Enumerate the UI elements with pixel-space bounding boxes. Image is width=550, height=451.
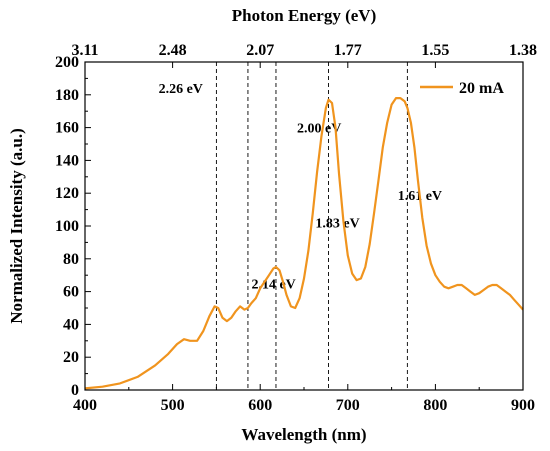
y-tick-label: 100 — [55, 218, 79, 235]
x-tick-label: 400 — [73, 397, 97, 414]
y-tick-label: 200 — [55, 54, 79, 71]
top-tick-label: 1.77 — [334, 42, 362, 59]
legend-label: 20 mA — [459, 80, 504, 97]
peak-annotation: 1.83 eV — [315, 217, 359, 232]
top-tick-label: 1.55 — [421, 42, 449, 59]
peak-annotation: 2.14 eV — [251, 277, 295, 292]
y-tick-label: 60 — [63, 284, 79, 301]
y-axis-title: Normalized Intensity (a.u.) — [7, 128, 26, 323]
top-tick-label: 1.38 — [509, 42, 537, 59]
peak-annotation: 2.26 eV — [159, 82, 203, 97]
y-tick-label: 140 — [55, 152, 79, 169]
series-line — [84, 97, 524, 390]
legend: 20 mA — [420, 80, 504, 97]
x-tick-label: 600 — [248, 397, 272, 414]
plot-frame — [84, 61, 524, 391]
y-tick-label: 120 — [55, 185, 79, 202]
x-tick-label: 900 — [511, 397, 535, 414]
x-tick-label: 500 — [161, 397, 185, 414]
y-tick-label: 180 — [55, 87, 79, 104]
top-axis-title: Photon Energy (eV) — [232, 6, 376, 25]
peak-annotation: 2.00 eV — [297, 122, 341, 137]
top-tick-label: 3.11 — [71, 42, 98, 59]
y-tick-label: 0 — [71, 382, 79, 399]
x-tick-label: 800 — [423, 397, 447, 414]
x-tick-label: 700 — [336, 397, 360, 414]
top-tick-label: 2.48 — [159, 42, 187, 59]
y-tick-label: 40 — [63, 316, 79, 333]
y-tick-label: 20 — [63, 349, 79, 366]
y-tick-label: 160 — [55, 120, 79, 137]
top-tick-label: 2.07 — [246, 42, 274, 59]
x-axis-title: Wavelength (nm) — [241, 425, 366, 444]
y-tick-label: 80 — [63, 251, 79, 268]
